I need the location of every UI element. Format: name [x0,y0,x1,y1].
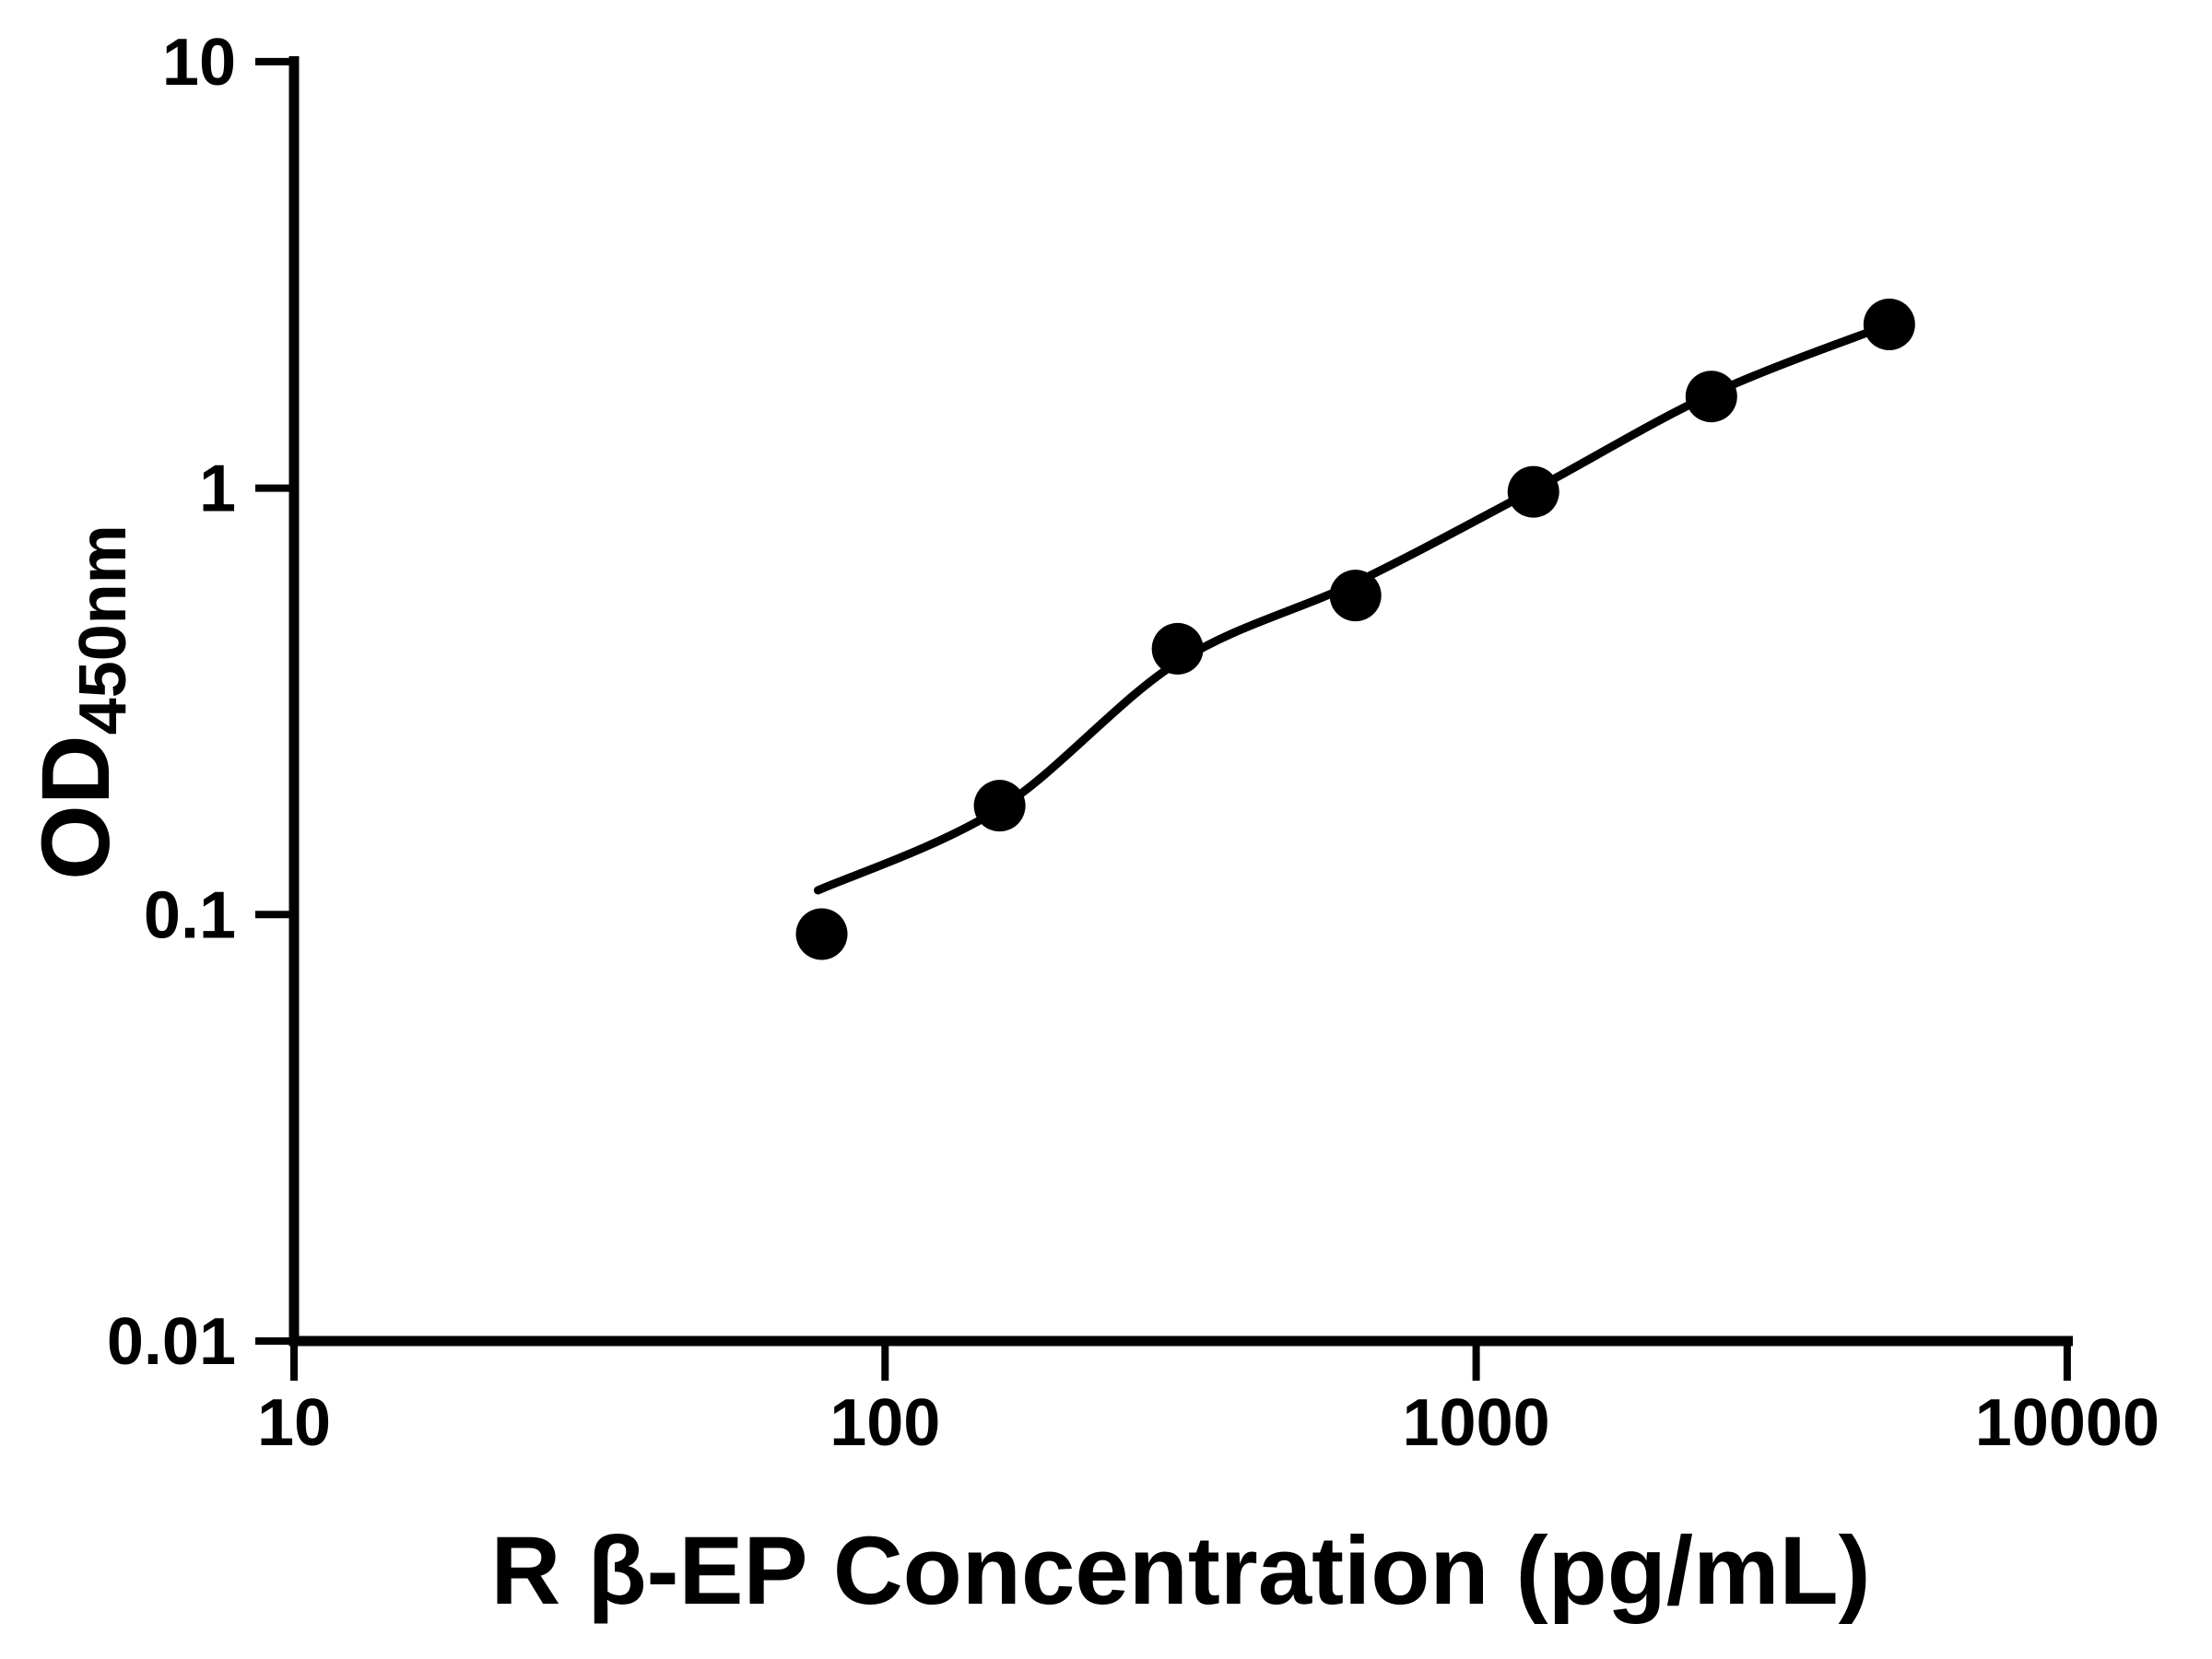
data-point-marker [973,780,1026,832]
x-axis-title: R β-EP Concentration (pg/mL) [490,1517,1870,1625]
y-tick-label: 1 [199,453,236,526]
x-tick-label: 100 [830,1386,940,1460]
y-axis-title-subscript: 450nm [66,524,140,735]
data-points [795,299,1915,960]
data-point-marker [1329,570,1382,622]
y-tick-label: 0.01 [107,1305,236,1379]
data-point-marker [795,908,848,960]
data-point-marker [1507,465,1559,518]
y-tick-label: 0.1 [144,878,236,952]
x-tick-label: 1000 [1403,1386,1550,1460]
x-tick-label: 10 [257,1386,331,1460]
data-point-marker [1863,299,1915,351]
x-tick-label: 10000 [1975,1386,2159,1460]
y-axis-title-main: OD [22,735,130,880]
x-axis-ticks: 10 100 1000 10000 [257,1341,2159,1460]
y-tick-label: 10 [162,26,236,100]
y-axis-title: OD450nm [22,524,140,880]
y-axis-ticks: 10 1 0.1 0.01 [107,26,294,1379]
data-point-marker [1151,622,1204,675]
data-point-marker [1685,371,1737,423]
